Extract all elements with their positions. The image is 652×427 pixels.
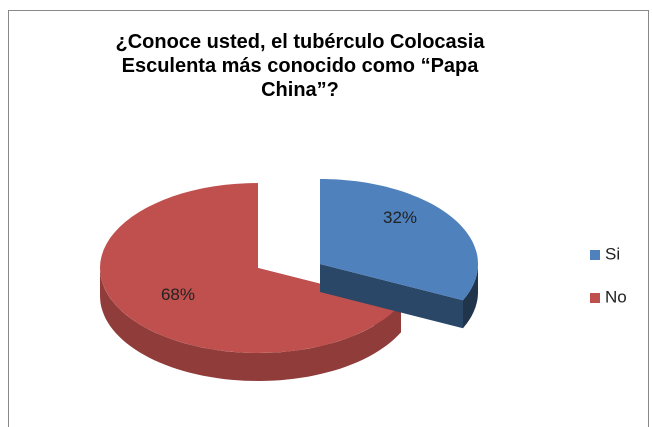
- data-label: 68%: [161, 285, 195, 304]
- data-label: 32%: [383, 208, 417, 227]
- legend-label: No: [605, 287, 627, 306]
- slice: [320, 179, 478, 301]
- legend-swatch: [590, 250, 600, 260]
- slice-side: [463, 264, 478, 329]
- slice-wall: [320, 264, 463, 329]
- slice-side: [100, 268, 401, 381]
- legend-swatch: [590, 293, 600, 303]
- legend-label: Si: [605, 244, 620, 263]
- chart-title: ¿Conoce usted, el tubérculo Colocasia Es…: [115, 31, 485, 101]
- slice: [100, 183, 401, 353]
